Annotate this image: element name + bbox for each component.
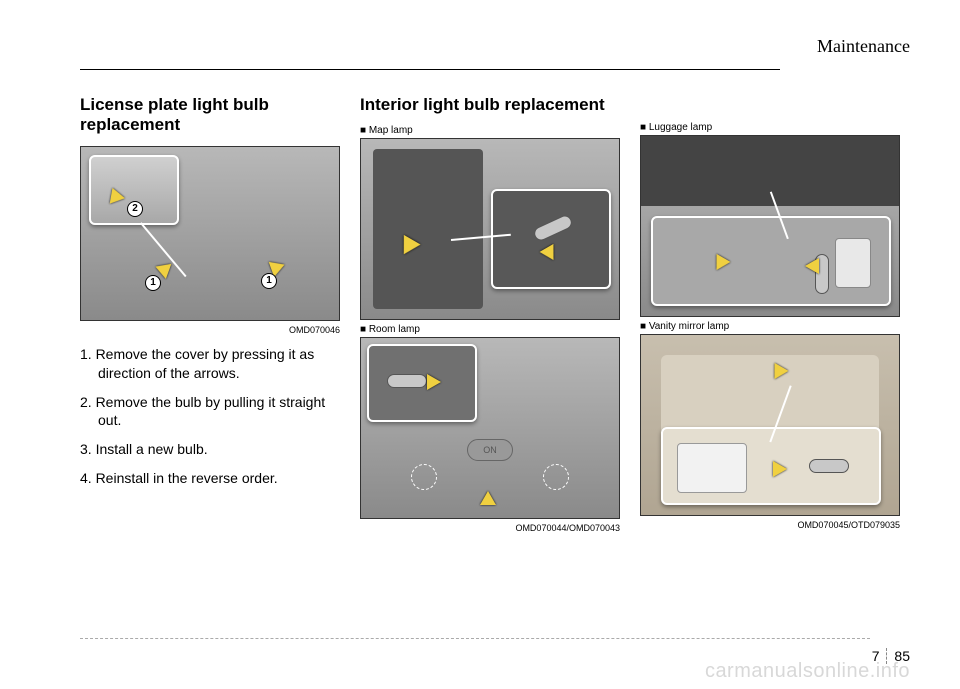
marker-2: 2 xyxy=(127,201,143,217)
arrow-icon xyxy=(773,461,787,477)
inset-license-detail: 2 xyxy=(89,155,179,225)
figure-code-interior: OMD070044/OMD070043 xyxy=(360,523,620,533)
manual-page: Maintenance License plate light bulb rep… xyxy=(0,0,960,689)
inset-room-bulb xyxy=(367,344,477,422)
header-rule-gap xyxy=(780,68,910,72)
bulb-icon xyxy=(387,374,427,388)
instruction-step: 4. Reinstall in the reverse order. xyxy=(80,469,340,488)
column-luggage-vanity: ■ Luggage lamp ■ Vanity mirror lamp xyxy=(640,95,900,541)
marker-1-left: 1 xyxy=(145,275,161,291)
section-title: Maintenance xyxy=(817,36,910,57)
figure-code-license: OMD070046 xyxy=(80,325,340,335)
arrow-icon xyxy=(540,244,561,264)
arrow-icon xyxy=(480,491,496,505)
heading-license-plate: License plate light bulb replacement xyxy=(80,95,340,136)
lamp-housing xyxy=(677,443,747,493)
column-interior: Interior light bulb replacement ■ Map la… xyxy=(360,95,620,541)
map-lamp-panel xyxy=(373,149,483,309)
instruction-step: 3. Install a new bulb. xyxy=(80,440,340,459)
footer-dashed-line xyxy=(80,638,870,639)
dotted-indicator xyxy=(543,464,569,490)
figure-map-lamp xyxy=(360,138,620,320)
page-header: Maintenance xyxy=(80,30,910,70)
figure-license-plate: 2 1 1 xyxy=(80,146,340,321)
dotted-indicator xyxy=(411,464,437,490)
instruction-step: 1. Remove the cover by pressing it as di… xyxy=(80,345,340,383)
heading-interior: Interior light bulb replacement xyxy=(360,95,620,115)
inset-luggage-bulb xyxy=(651,216,891,306)
room-lamp-on-button: ON xyxy=(467,439,513,461)
figure-room-lamp: ON xyxy=(360,337,620,519)
figure-luggage-lamp xyxy=(640,135,900,317)
inset-map-bulb xyxy=(491,189,611,289)
watermark-text: carmanualsonline.info xyxy=(705,660,910,683)
column-license-plate: License plate light bulb replacement 2 1… xyxy=(80,95,340,541)
arrow-icon xyxy=(710,254,731,274)
content-row: License plate light bulb replacement 2 1… xyxy=(80,95,910,541)
figure-code-luggage-vanity: OMD070045/OTD079035 xyxy=(640,520,900,530)
arrow-icon xyxy=(427,374,441,390)
label-luggage-lamp: ■ Luggage lamp xyxy=(640,122,900,133)
bulb-icon xyxy=(809,459,849,473)
figure-vanity-lamp xyxy=(640,334,900,516)
instruction-list: 1. Remove the cover by pressing it as di… xyxy=(80,345,340,488)
bulb-icon xyxy=(532,214,574,244)
label-room-lamp: ■ Room lamp xyxy=(360,324,620,335)
sun-visor xyxy=(661,355,879,435)
spacer xyxy=(640,95,900,122)
instruction-step: 2. Remove the bulb by pulling it straigh… xyxy=(80,393,340,431)
label-vanity-lamp: ■ Vanity mirror lamp xyxy=(640,321,900,332)
trunk-area xyxy=(641,136,899,206)
arrow-icon xyxy=(805,258,819,274)
marker-1-right: 1 xyxy=(261,273,277,289)
lamp-housing xyxy=(835,238,871,288)
arrow-icon xyxy=(110,188,127,206)
label-map-lamp: ■ Map lamp xyxy=(360,125,620,136)
